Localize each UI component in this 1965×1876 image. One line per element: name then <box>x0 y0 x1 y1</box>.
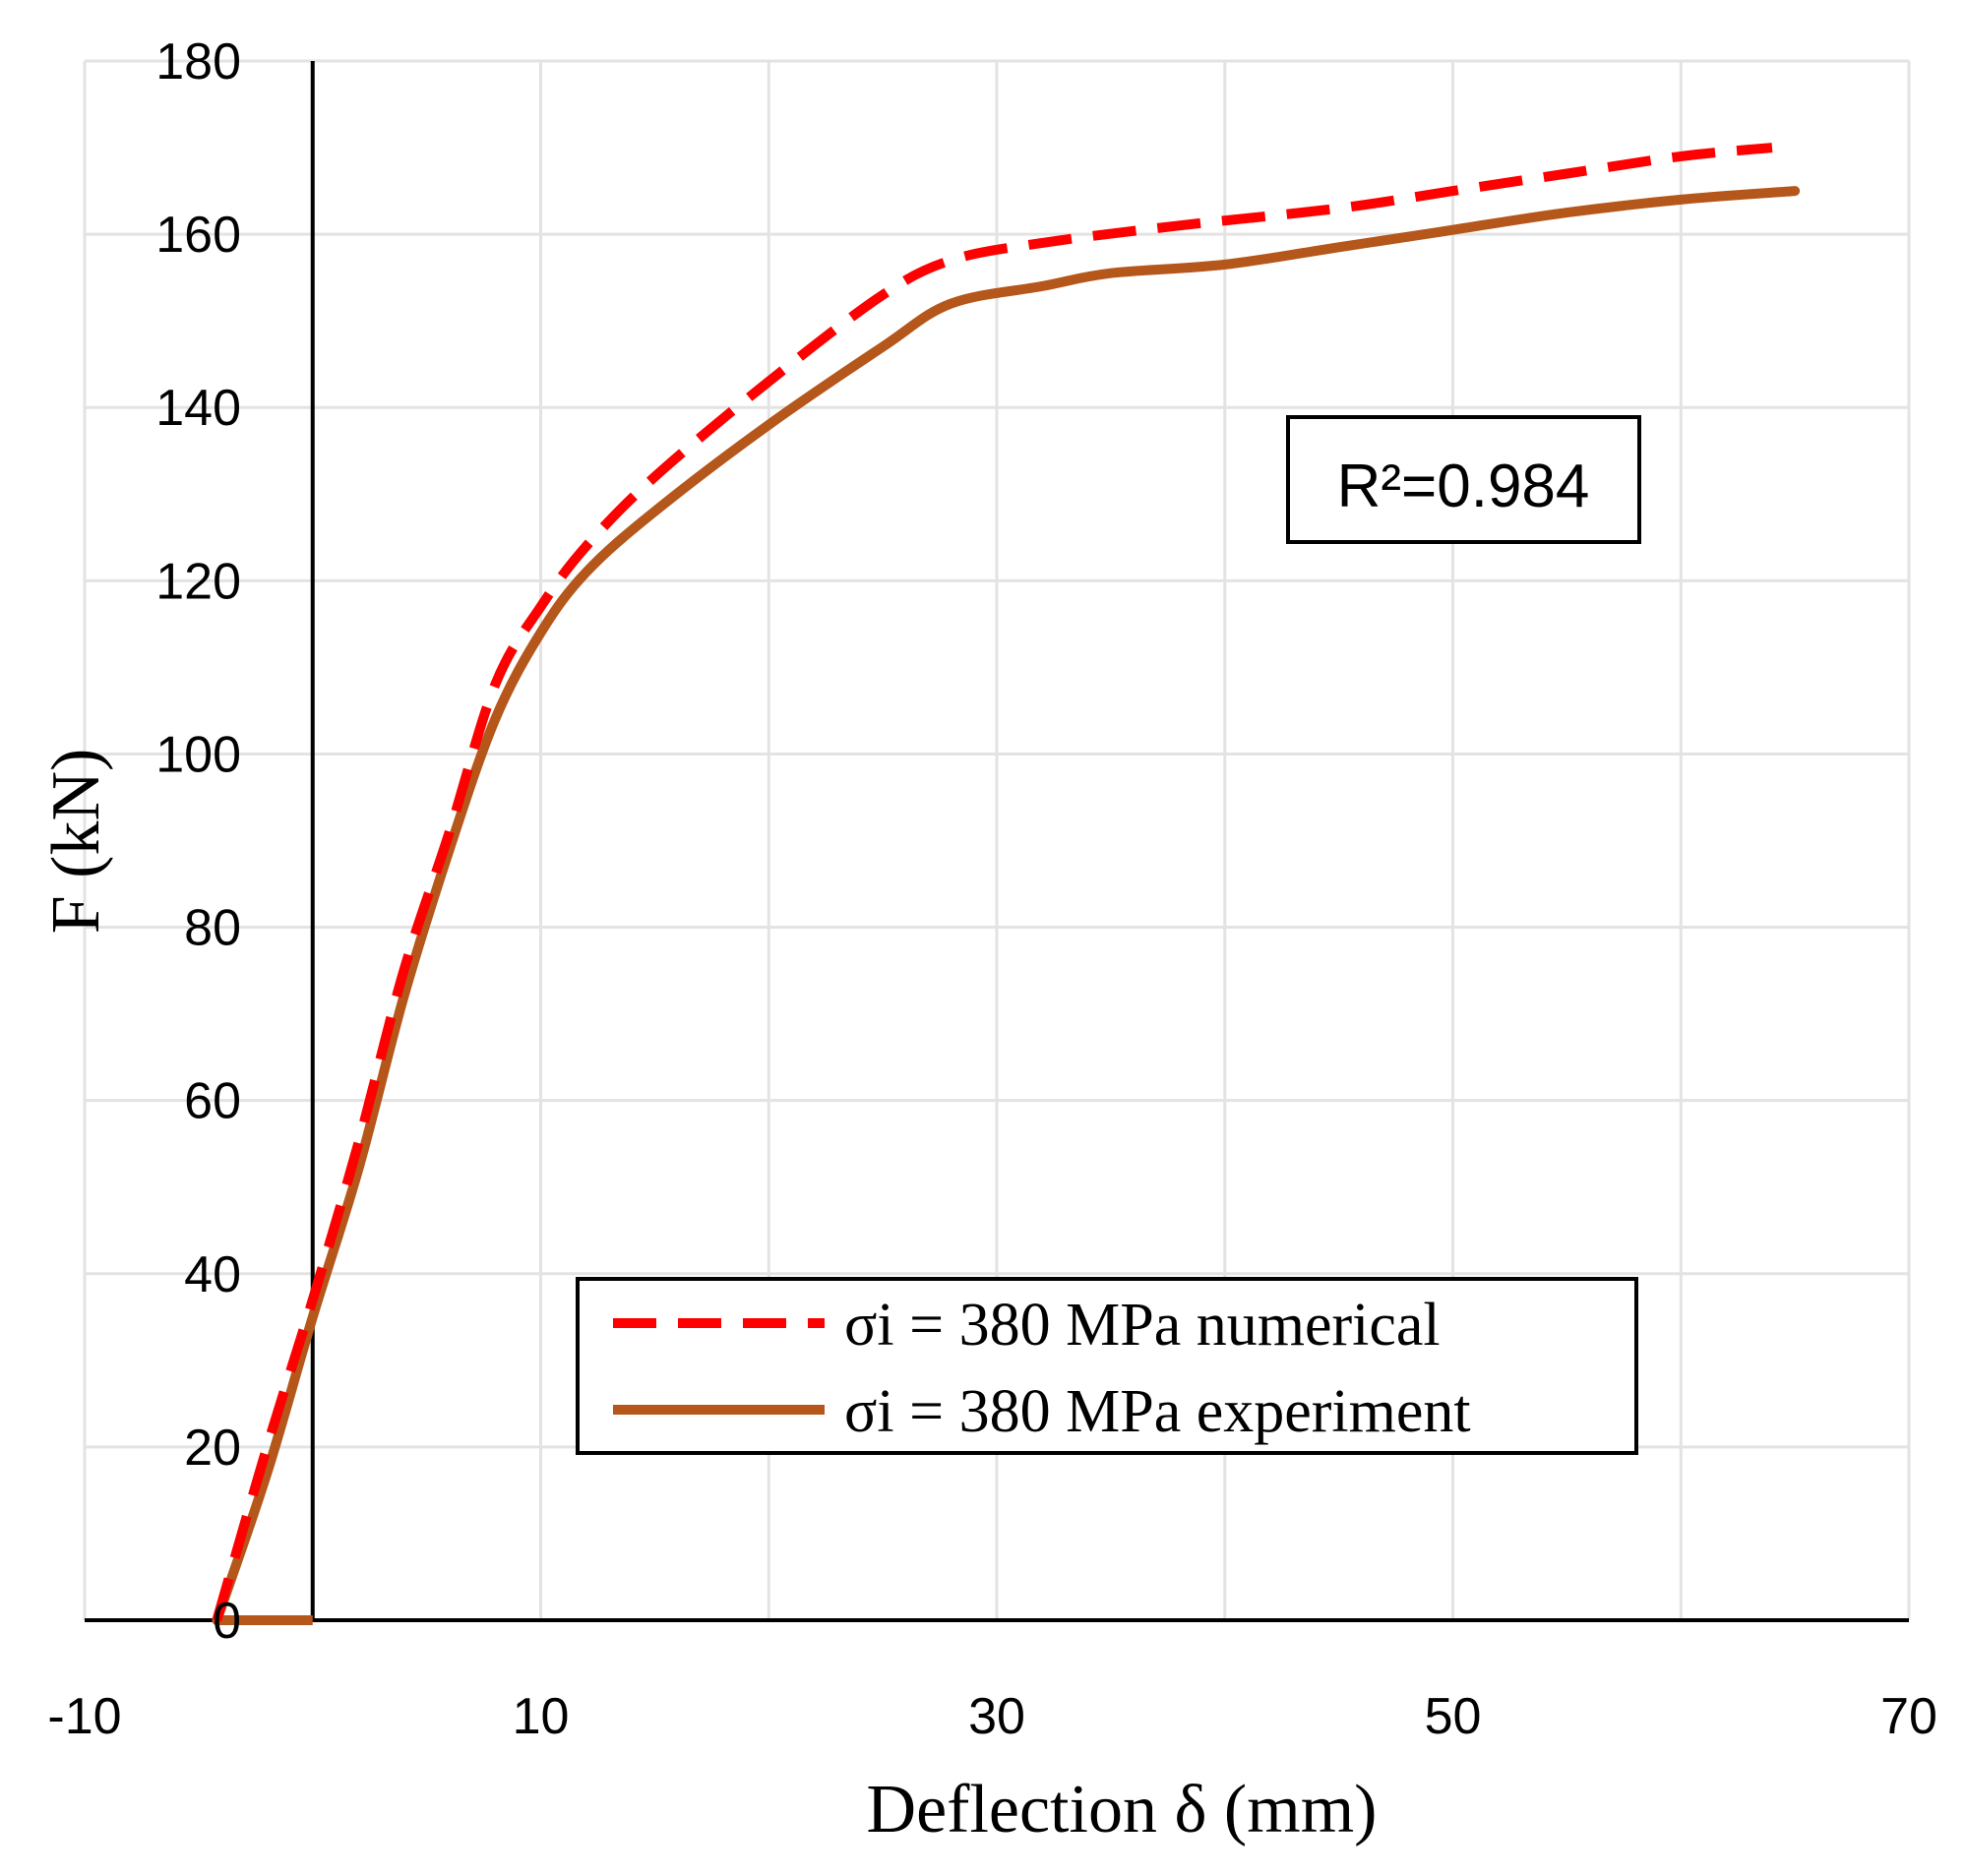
legend-label-numerical: σi = 380 MPa numerical <box>844 1292 1441 1359</box>
x-axis-title: Deflection δ (mm) <box>867 1772 1378 1847</box>
legend-label-experiment: σi = 380 MPa experiment <box>844 1378 1471 1445</box>
x-tick-label: 70 <box>1880 1688 1937 1745</box>
y-tick-label: 0 <box>213 1593 241 1650</box>
y-tick-label: 120 <box>155 553 241 610</box>
annotation-box: R²=0.984 <box>1286 415 1641 544</box>
y-tick-label: 80 <box>184 900 241 957</box>
axes <box>85 61 1909 1622</box>
series-numerical-line <box>212 143 1773 1622</box>
y-tick-label: 100 <box>155 726 241 783</box>
y-tick-label: 60 <box>184 1073 241 1130</box>
x-tick-label: 10 <box>513 1688 570 1745</box>
x-tick-label: 50 <box>1425 1688 1482 1745</box>
series-layer <box>212 143 1801 1625</box>
y-tick-label: 180 <box>155 33 241 91</box>
legend: σi = 380 MPa numerical σi = 380 MPa expe… <box>576 1277 1638 1455</box>
y-tick-label: 20 <box>184 1420 241 1477</box>
series-experiment-line <box>212 186 1801 1625</box>
x-tick-label: 30 <box>968 1688 1025 1745</box>
y-tick-label: 140 <box>155 380 241 437</box>
y-tick-label: 160 <box>155 207 241 264</box>
x-tick-label: -10 <box>47 1688 121 1745</box>
r-squared-annotation: R²=0.984 <box>1337 453 1590 520</box>
tick-labels: 0 20 40 60 80 100 120 140 160 180 -10 10 30 50 70 <box>47 33 1937 1745</box>
y-axis-title: F (kN) <box>38 749 114 935</box>
y-tick-label: 40 <box>184 1246 241 1303</box>
